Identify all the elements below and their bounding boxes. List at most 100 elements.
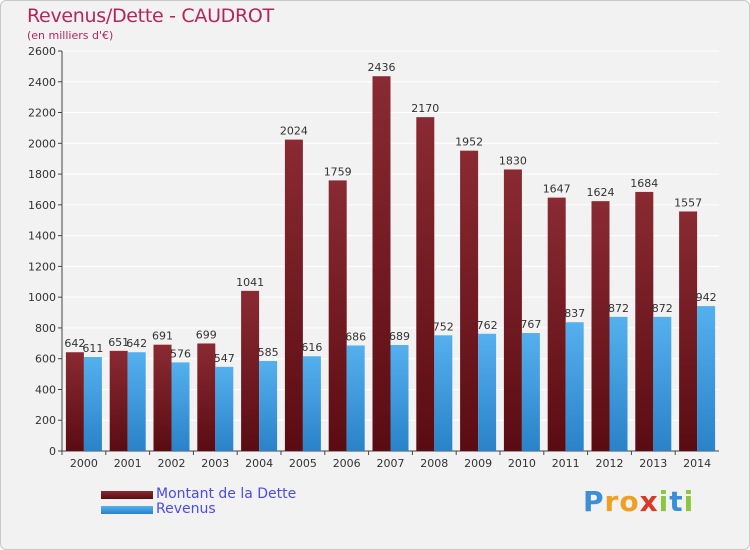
bar-dette — [197, 343, 216, 451]
y-tick-label: 600 — [35, 353, 56, 366]
data-label-dette: 1684 — [630, 177, 658, 190]
y-tick-label: 400 — [35, 383, 56, 396]
data-label-revenus: 837 — [564, 307, 585, 320]
x-tick-label: 2001 — [114, 457, 142, 470]
data-label-dette: 2170 — [411, 102, 439, 115]
y-tick-label: 2600 — [28, 45, 56, 58]
data-label-dette: 1952 — [455, 136, 483, 149]
legend-swatch-dette — [101, 491, 153, 499]
bar-revenus — [609, 316, 628, 451]
y-tick-label: 1400 — [28, 230, 56, 243]
data-label-revenus: 752 — [433, 320, 454, 333]
x-tick-label: 2004 — [245, 457, 273, 470]
data-label-dette: 691 — [152, 330, 173, 343]
bar-dette — [153, 344, 172, 451]
x-tick-label: 2013 — [639, 457, 667, 470]
data-label-revenus: 872 — [652, 302, 673, 315]
legend-label-dette: Montant de la Dette — [156, 486, 297, 502]
bar-dette — [679, 211, 698, 451]
data-label-dette: 1041 — [236, 276, 264, 289]
y-tick-label: 1000 — [28, 291, 56, 304]
bar-dette — [241, 290, 260, 451]
bar-revenus — [390, 345, 409, 451]
data-label-revenus: 611 — [82, 342, 103, 355]
bar-dette — [65, 352, 84, 451]
bar-dette — [328, 180, 347, 451]
data-label-dette: 651 — [108, 336, 129, 349]
bar-dette — [591, 201, 610, 451]
y-tick-label: 800 — [35, 322, 56, 335]
logo-letter: r — [604, 485, 620, 518]
y-tick-label: 1800 — [28, 168, 56, 181]
bar-revenus — [565, 322, 584, 451]
data-label-dette: 2436 — [368, 61, 396, 74]
bar-revenus — [171, 362, 190, 451]
bar-dette — [109, 350, 128, 451]
y-tick-label: 2000 — [28, 137, 56, 150]
bar-revenus — [653, 316, 672, 451]
legend-swatch-revenus — [101, 506, 153, 514]
data-label-revenus: 942 — [696, 291, 717, 304]
data-label-dette: 1557 — [674, 196, 702, 209]
data-label-dette: 1830 — [499, 154, 527, 167]
bar-dette — [416, 117, 435, 452]
y-tick-label: 1600 — [28, 199, 56, 212]
data-label-revenus: 547 — [214, 352, 235, 365]
bar-dette — [460, 150, 479, 451]
y-tick-label: 0 — [49, 445, 56, 458]
legend-label-revenus: Revenus — [156, 501, 216, 517]
bar-revenus — [478, 333, 497, 451]
bar-revenus — [259, 361, 278, 451]
data-label-revenus: 686 — [345, 330, 366, 343]
logo-letter: t — [669, 485, 684, 518]
y-tick-label: 2200 — [28, 107, 56, 120]
data-label-revenus: 767 — [520, 318, 541, 331]
data-label-revenus: 585 — [258, 346, 279, 359]
logo-letter: i — [683, 485, 695, 518]
data-label-revenus: 689 — [389, 330, 410, 343]
bar-revenus — [521, 333, 540, 451]
logo-letter: o — [619, 485, 640, 518]
bars — [65, 76, 716, 452]
bar-revenus — [697, 306, 716, 451]
data-label-revenus: 872 — [608, 302, 629, 315]
x-tick-label: 2007 — [377, 457, 405, 470]
bar-revenus — [434, 335, 453, 451]
bar-dette — [547, 197, 566, 451]
data-label-dette: 2024 — [280, 125, 308, 138]
data-label-dette: 699 — [196, 328, 217, 341]
data-label-dette: 1759 — [324, 165, 352, 178]
x-tick-label: 2005 — [289, 457, 317, 470]
logo-letter: x — [639, 485, 659, 518]
logo-letter: P — [583, 485, 605, 518]
data-label-dette: 1647 — [543, 183, 571, 196]
data-label-dette: 1624 — [587, 186, 615, 199]
x-tick-label: 2010 — [508, 457, 536, 470]
x-tick-label: 2000 — [70, 457, 98, 470]
data-label-revenus: 642 — [126, 337, 147, 350]
logo-letter: i — [658, 485, 670, 518]
x-tick-label: 2002 — [158, 457, 186, 470]
chart-subtitle: (en milliers d'€) — [27, 29, 114, 42]
x-tick-label: 2014 — [683, 457, 711, 470]
bar-dette — [284, 139, 303, 451]
data-label-dette: 642 — [64, 337, 85, 350]
x-tick-label: 2009 — [464, 457, 492, 470]
axes: 0 200 400 600 800 1000 1200 1400 1600 1800 2000 220… — [28, 45, 719, 470]
x-tick-label: 2008 — [420, 457, 448, 470]
data-label-revenus: 616 — [301, 341, 322, 354]
proxiti-logo: Proxiti — [583, 485, 694, 518]
x-tick-label: 2012 — [596, 457, 624, 470]
bar-dette — [635, 191, 654, 451]
y-tick-label: 200 — [35, 414, 56, 427]
x-tick-label: 2011 — [552, 457, 580, 470]
bar-revenus — [346, 345, 365, 451]
y-tick-label: 2400 — [28, 76, 56, 89]
x-tick-label: 2006 — [333, 457, 361, 470]
bar-revenus — [83, 357, 102, 451]
x-tick-label: 2003 — [201, 457, 229, 470]
y-tick-label: 1200 — [28, 260, 56, 273]
